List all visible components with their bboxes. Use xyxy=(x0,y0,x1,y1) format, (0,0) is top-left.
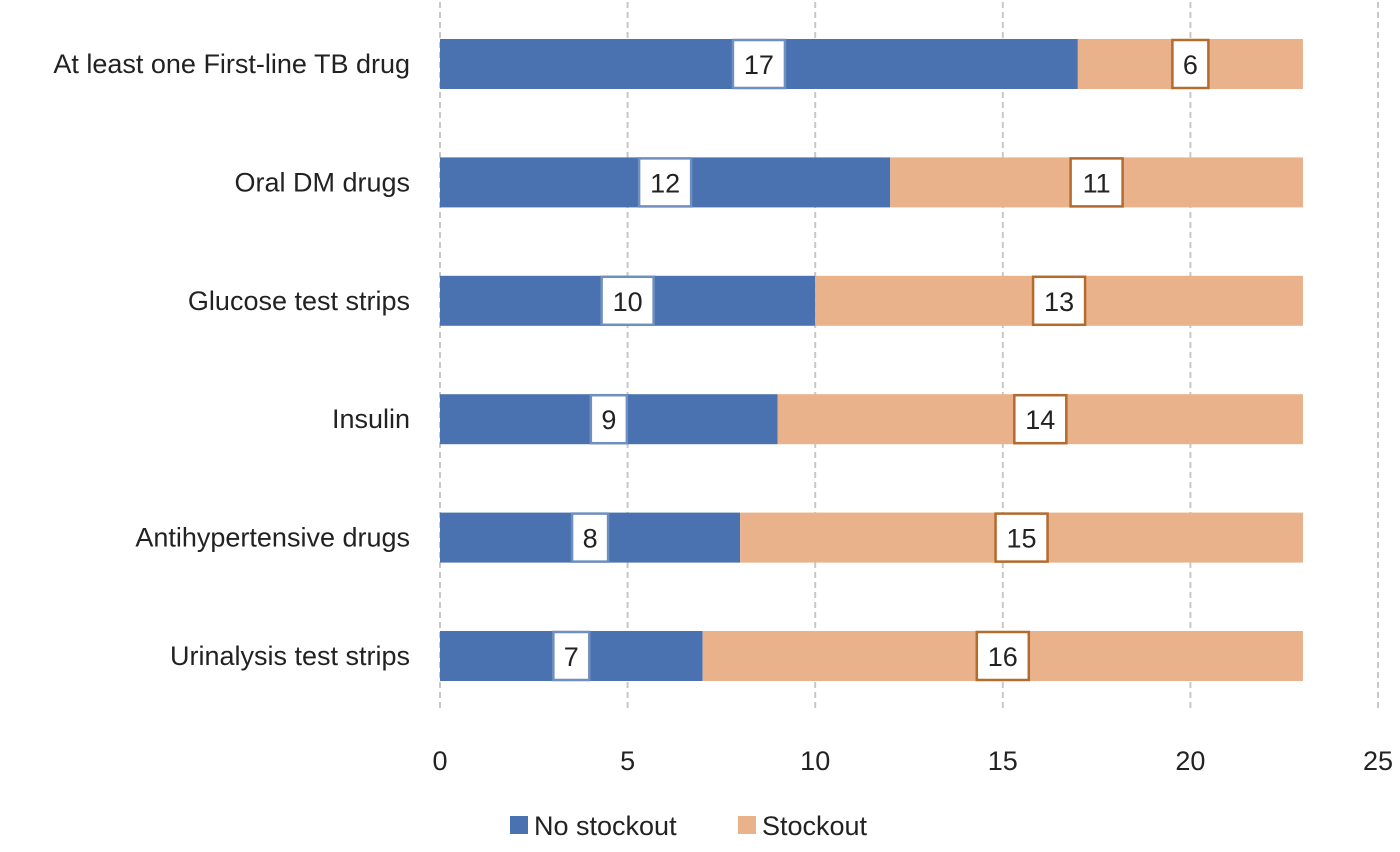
gridlines xyxy=(439,2,1379,712)
category-labels: At least one First-line TB drug Oral DM d… xyxy=(53,49,410,671)
category-label: Antihypertensive drugs xyxy=(135,523,410,553)
legend-label-stockout: Stockout xyxy=(762,811,868,841)
data-label-box xyxy=(1171,38,1210,90)
category-label: Urinalysis test strips xyxy=(170,641,410,671)
x-tick-label-5: 5 xyxy=(620,746,635,776)
data-label: 9 xyxy=(601,405,616,435)
data-label-box xyxy=(731,38,787,90)
x-tick-label-15: 15 xyxy=(988,746,1018,776)
x-tick-label-25: 25 xyxy=(1363,746,1393,776)
bars: 17 6 12 11 10 13 9 14 8 15 7 16 xyxy=(440,38,1303,682)
category-label: Insulin xyxy=(332,404,410,434)
legend-swatch-stockout xyxy=(738,816,756,834)
data-label: 11 xyxy=(1083,168,1111,198)
data-label: 6 xyxy=(1183,50,1198,80)
data-label-box xyxy=(570,512,610,563)
x-tick-label-20: 20 xyxy=(1175,746,1205,776)
x-tick-label-0: 0 xyxy=(432,746,447,776)
data-label: 17 xyxy=(744,50,774,80)
category-label: Glucose test strips xyxy=(188,286,410,316)
data-label: 8 xyxy=(583,524,598,554)
data-label-box xyxy=(552,630,591,682)
data-label: 15 xyxy=(1007,524,1037,554)
data-label: 12 xyxy=(650,168,680,198)
data-label-box xyxy=(600,275,655,327)
data-label-box xyxy=(1013,393,1068,445)
data-label: 13 xyxy=(1044,287,1074,317)
data-label: 14 xyxy=(1025,405,1055,435)
data-label: 16 xyxy=(988,642,1018,672)
legend-label-no-stockout: No stockout xyxy=(534,811,677,841)
data-label-box xyxy=(975,630,1031,682)
data-label: 7 xyxy=(564,642,579,672)
x-axis-tick-labels: 0 5 10 15 20 25 xyxy=(432,746,1393,776)
data-label-box xyxy=(637,157,693,208)
data-label: 10 xyxy=(613,287,643,317)
category-label: Oral DM drugs xyxy=(234,167,410,197)
data-label-box xyxy=(589,393,629,445)
legend: No stockout Stockout xyxy=(510,811,868,841)
legend-swatch-no-stockout xyxy=(510,816,528,834)
x-tick-label-10: 10 xyxy=(800,746,830,776)
data-label-box xyxy=(1069,157,1124,208)
category-label: At least one First-line TB drug xyxy=(53,49,410,79)
data-label-box xyxy=(994,512,1049,563)
data-label-box xyxy=(1031,275,1087,327)
